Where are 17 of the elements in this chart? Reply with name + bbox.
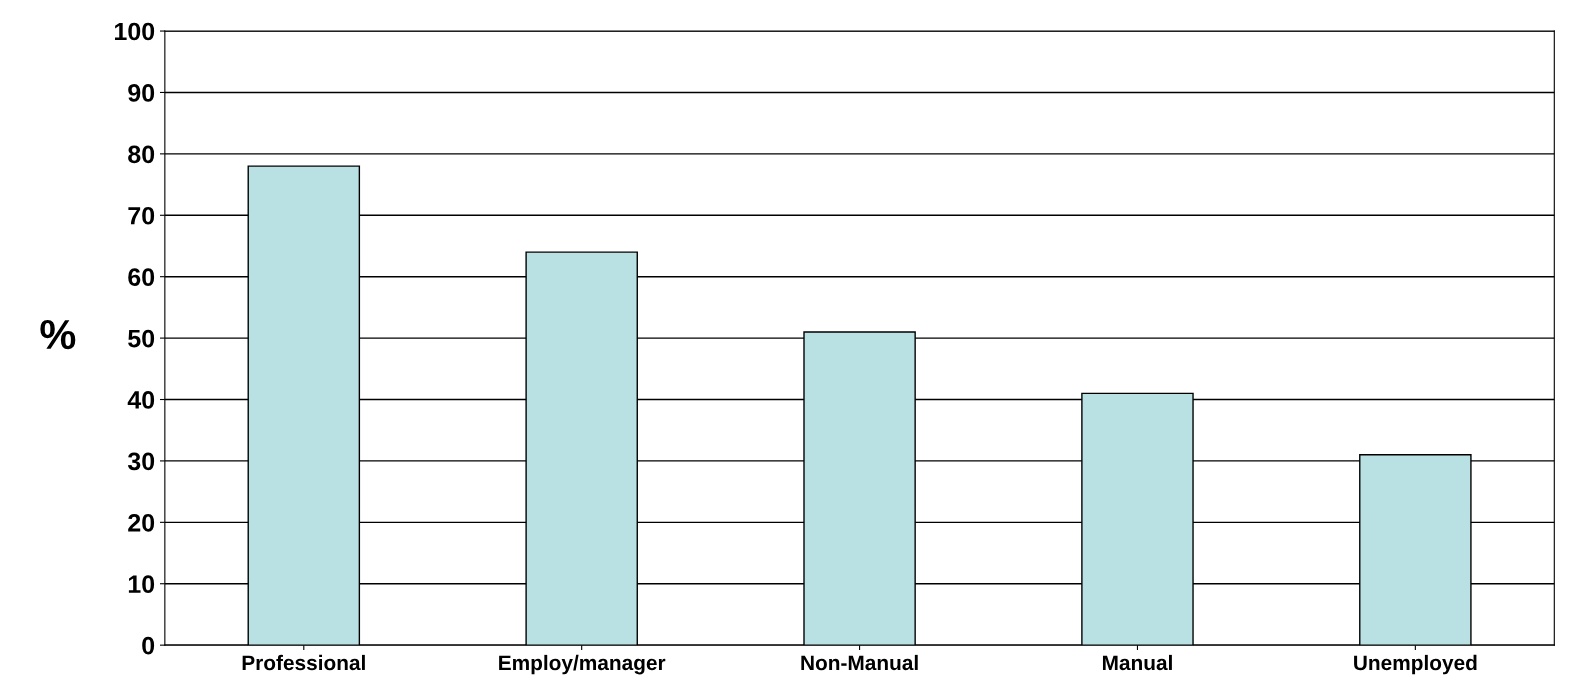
y-tick-label: 10 — [128, 575, 155, 594]
y-tick-label: 80 — [128, 145, 155, 164]
y-tick-label: 20 — [128, 513, 155, 532]
x-tick-label: Employ/manager — [499, 654, 666, 675]
y-axis-title: % — [40, 319, 76, 350]
y-tick-label: 40 — [127, 391, 155, 409]
y-tick-label: 30 — [127, 452, 155, 471]
y-tick-label: 100 — [114, 22, 155, 41]
x-tick-label: Unemployed — [1354, 654, 1477, 675]
y-tick-label: 70 — [128, 206, 155, 225]
x-tick-label: Manual — [1102, 654, 1172, 671]
y-tick-label: 50 — [128, 329, 155, 348]
y-tick-label: 0 — [142, 636, 155, 655]
x-tick-label: Professional — [242, 654, 365, 671]
y-tick-label: 90 — [128, 84, 155, 102]
x-tick-label: Non-Manual — [801, 654, 918, 671]
y-tick-label: 60 — [128, 268, 155, 286]
